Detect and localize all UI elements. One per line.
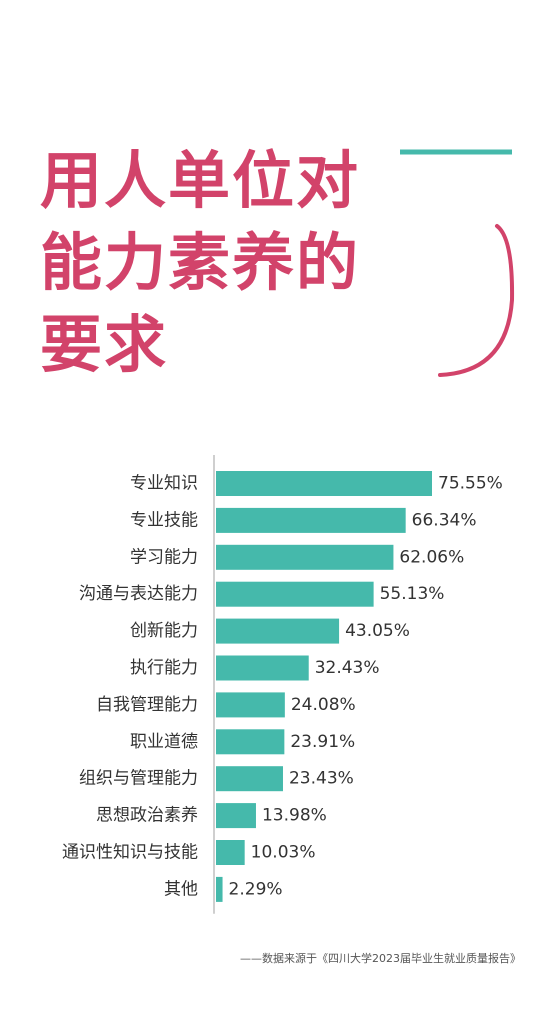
bar — [216, 655, 309, 681]
value-label: 23.43% — [289, 769, 354, 789]
title-line-3: 要求 — [40, 308, 169, 381]
bar — [216, 729, 285, 755]
bar — [216, 507, 406, 533]
bars: 专业知识 75.55% 专业技能 66.34% 学习能力 62.06% 沟通与表达能力 55.… — [62, 471, 503, 902]
value-label: 23.91% — [290, 732, 355, 752]
bar — [216, 581, 374, 607]
category-label: 自我管理能力 — [96, 695, 198, 715]
decoration — [400, 149, 515, 377]
bar — [216, 876, 223, 902]
title-line-1: 用人单位对 — [40, 144, 361, 217]
title-line-2: 能力素养的 — [40, 226, 361, 299]
bar — [216, 840, 245, 865]
value-label: 32.43% — [315, 658, 380, 678]
category-label: 沟通与表达能力 — [79, 584, 198, 604]
page-title: 用人单位对 能力素养的 要求 — [40, 140, 360, 386]
category-label: 组织与管理能力 — [79, 769, 198, 789]
value-label: 55.13% — [380, 584, 445, 604]
pink-arc-decoration — [438, 224, 515, 377]
bar — [216, 618, 340, 644]
value-label: 2.29% — [229, 879, 283, 899]
bar — [216, 544, 394, 570]
value-label: 10.03% — [251, 843, 316, 863]
value-label: 62.06% — [399, 547, 464, 567]
value-label: 43.05% — [345, 621, 410, 641]
value-label: 13.98% — [262, 806, 327, 826]
category-label: 职业道德 — [130, 732, 198, 752]
bar — [216, 692, 285, 718]
category-label: 专业技能 — [130, 510, 198, 530]
value-label: 24.08% — [291, 695, 356, 715]
category-label: 学习能力 — [130, 547, 198, 567]
category-label: 通识性知识与技能 — [62, 843, 198, 863]
category-label: 专业知识 — [130, 474, 198, 494]
category-label: 其他 — [164, 879, 198, 899]
value-label: 66.34% — [412, 510, 477, 530]
bar — [216, 471, 432, 496]
bar-chart: 专业知识 75.55% 专业技能 66.34% 学习能力 62.06% 沟通与表达能力 55.… — [62, 455, 503, 914]
bar — [216, 803, 256, 829]
data-source-note: ——数据来源于《四川大学2023届毕业生就业质量报告》 — [240, 952, 521, 965]
bar — [216, 766, 283, 792]
category-label: 执行能力 — [130, 658, 198, 678]
value-label: 75.55% — [438, 474, 503, 494]
category-label: 思想政治素养 — [96, 806, 198, 826]
category-label: 创新能力 — [130, 621, 198, 641]
